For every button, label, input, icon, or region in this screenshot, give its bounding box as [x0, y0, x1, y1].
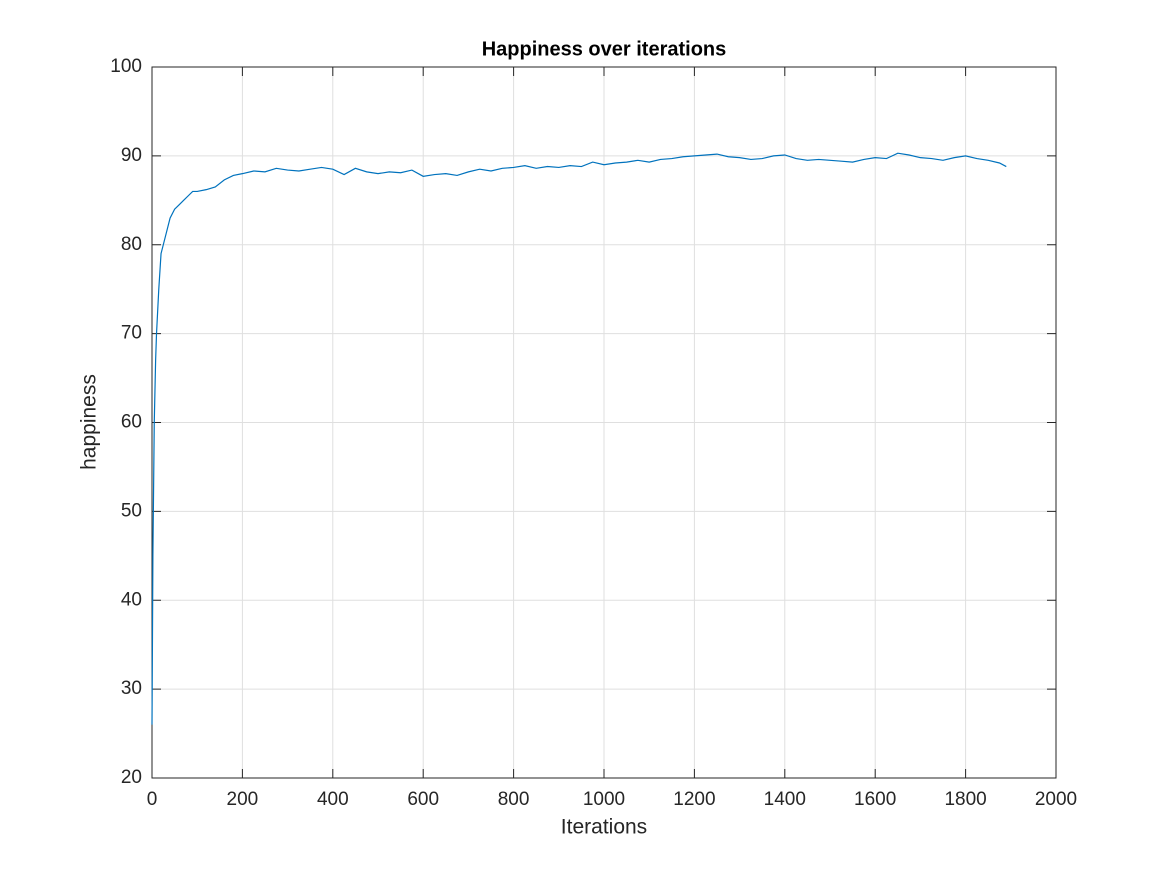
x-tick-label: 1800 — [944, 789, 986, 810]
y-tick-label: 20 — [121, 767, 142, 788]
y-axis-label: happiness — [78, 374, 101, 470]
x-tick-label: 2000 — [1035, 789, 1077, 810]
x-tick-label: 400 — [317, 789, 349, 810]
y-tick-label: 70 — [121, 323, 142, 344]
y-tick-label: 60 — [121, 412, 142, 433]
y-tick-label: 100 — [110, 56, 142, 77]
x-tick-label: 200 — [227, 789, 259, 810]
x-tick-label: 600 — [407, 789, 439, 810]
y-tick-label: 50 — [121, 500, 142, 521]
x-tick-label: 0 — [147, 789, 158, 810]
y-tick-label: 40 — [121, 589, 142, 610]
axes-box — [151, 66, 1057, 779]
x-tick-label: 1600 — [854, 789, 896, 810]
y-tick-label: 90 — [121, 145, 142, 166]
x-tick-label: 800 — [498, 789, 530, 810]
x-axis-label: Iterations — [561, 816, 647, 839]
x-tick-label: 1200 — [673, 789, 715, 810]
x-tick-label: 1000 — [583, 789, 625, 810]
data-line — [151, 152, 1007, 725]
x-tick-label: 1400 — [764, 789, 806, 810]
y-tick-label: 80 — [121, 234, 142, 255]
chart-title: Happiness over iterations — [482, 38, 727, 60]
y-tick-label: 30 — [121, 678, 142, 699]
